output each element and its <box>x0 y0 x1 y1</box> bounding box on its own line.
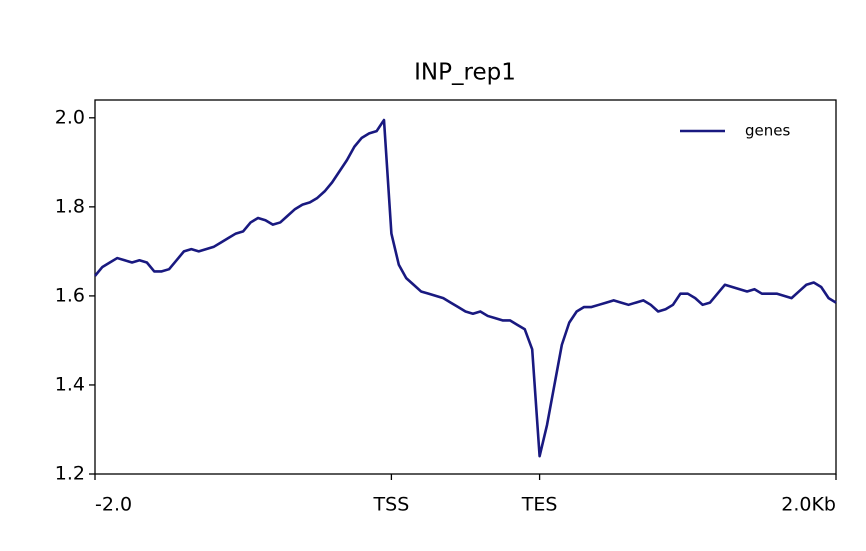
plot-frame <box>94 99 837 475</box>
y-tick-label: 1.2 <box>55 463 85 485</box>
y-tick-label: 2.0 <box>55 106 85 128</box>
data-line <box>94 118 837 458</box>
x-tick-label: TSS <box>373 494 410 516</box>
x-tick-label: 2.0Kb <box>781 494 836 516</box>
x-tick-label: -2.0 <box>95 494 132 516</box>
x-tick-label: TES <box>521 494 558 516</box>
chart-title: INP_rep1 <box>414 60 516 86</box>
legend-label: genes <box>745 122 790 140</box>
y-tick-label: 1.6 <box>55 284 85 306</box>
y-tick-label: 1.8 <box>55 195 85 217</box>
y-tick-label: 1.4 <box>55 373 85 395</box>
